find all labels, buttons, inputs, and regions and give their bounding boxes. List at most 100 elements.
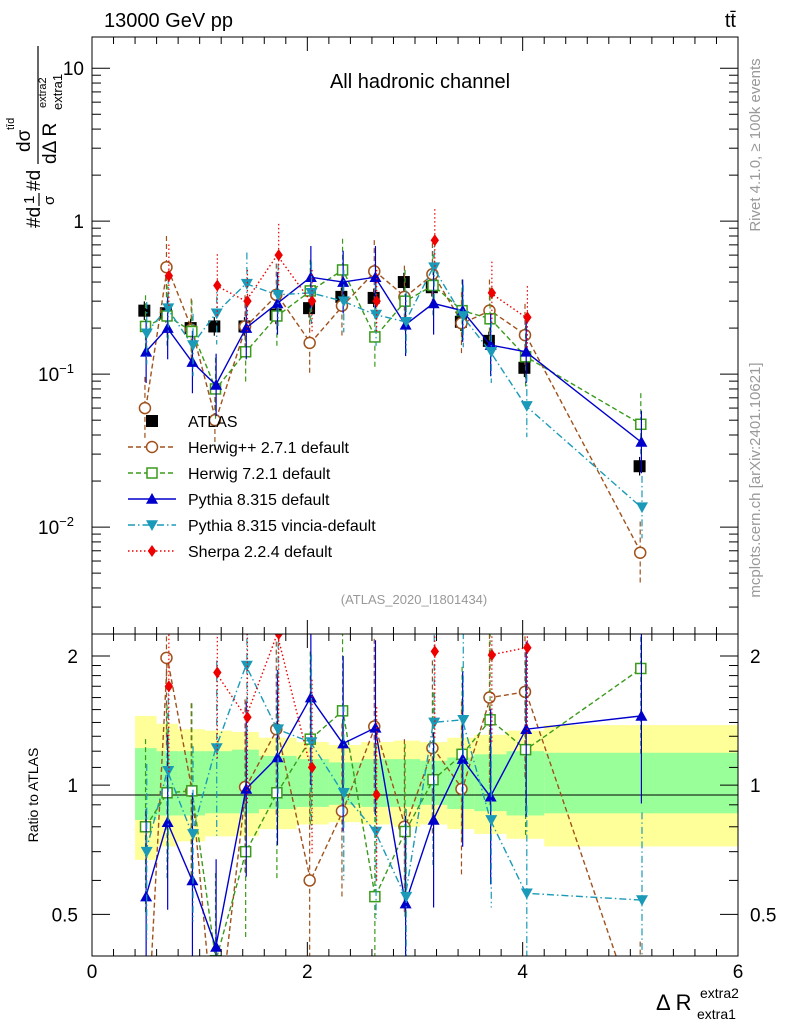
legend-marker bbox=[147, 545, 157, 557]
series-line-sherpa-2-2-4-default bbox=[215, 253, 312, 303]
ratio-point bbox=[303, 874, 316, 887]
x-tick-label: 4 bbox=[517, 962, 528, 983]
svg-text:1: 1 bbox=[21, 196, 38, 204]
ratio-point bbox=[369, 721, 382, 733]
data-point bbox=[518, 328, 532, 342]
legend-label: Herwig 7.2.1 default bbox=[188, 466, 331, 483]
data-point bbox=[187, 340, 200, 352]
data-point bbox=[369, 331, 381, 343]
ratio-point bbox=[213, 666, 222, 679]
data-point bbox=[160, 260, 173, 274]
svg-text:dΔ R: dΔ R bbox=[40, 123, 61, 164]
y-tick-label: 10−2 bbox=[38, 514, 74, 539]
ratio-y-axis-label: Ratio to ATLAS bbox=[25, 748, 41, 843]
ratio-series-pythia-8-315-vincia-default bbox=[140, 634, 648, 956]
ratio-point bbox=[160, 651, 173, 665]
ratio-point bbox=[523, 641, 532, 654]
series-pythia-8-315-vincia-default bbox=[140, 236, 648, 539]
legend-marker bbox=[145, 440, 159, 454]
data-point bbox=[164, 269, 174, 282]
data-point bbox=[162, 303, 175, 315]
legend-label: Pythia 8.315 default bbox=[188, 492, 330, 509]
analysis-tag: (ATLAS_2020_I1801434) bbox=[341, 592, 487, 607]
ratio-point bbox=[369, 890, 381, 903]
svg-text:#d: #d bbox=[24, 170, 45, 191]
data-point bbox=[369, 271, 382, 283]
svg-text:extra2: extra2 bbox=[700, 985, 739, 1001]
legend-marker bbox=[146, 520, 158, 531]
ratio-point bbox=[274, 634, 283, 640]
data-point bbox=[303, 336, 316, 350]
ratio-point bbox=[487, 649, 497, 662]
chart-title: All hadronic channel bbox=[330, 71, 510, 93]
svg-text:dσ: dσ bbox=[14, 129, 35, 152]
svg-text:Δ R: Δ R bbox=[656, 990, 691, 1015]
process-label: tt̄ bbox=[725, 10, 737, 32]
data-point bbox=[305, 288, 318, 299]
data-point bbox=[487, 286, 497, 299]
data-point bbox=[485, 346, 498, 358]
rivet-version-label: Rivet 4.1.0, ≥ 100k events bbox=[747, 58, 764, 231]
data-point bbox=[372, 295, 381, 308]
svg-text:#d: #d bbox=[24, 207, 45, 228]
data-point bbox=[400, 316, 413, 328]
ratio-point bbox=[210, 743, 223, 755]
legend-marker bbox=[146, 415, 158, 427]
data-point bbox=[636, 502, 648, 514]
data-point bbox=[523, 311, 532, 324]
ratio-panel-data bbox=[139, 634, 648, 956]
data-point bbox=[520, 345, 533, 357]
legend-item: Herwig++ 2.7.1 default bbox=[128, 440, 350, 457]
ratio-point bbox=[272, 724, 285, 736]
data-point bbox=[138, 401, 152, 415]
ratio-tick-label: 0.5 bbox=[52, 905, 78, 926]
data-point bbox=[635, 418, 647, 431]
ratio-tick-label: 1 bbox=[67, 776, 78, 797]
x-tick-label: 6 bbox=[733, 962, 744, 983]
legend-marker bbox=[146, 493, 158, 504]
ratio-point bbox=[457, 715, 470, 726]
data-point bbox=[210, 308, 223, 320]
data-point bbox=[240, 322, 253, 333]
band-inner-3 bbox=[205, 751, 232, 814]
ratio-point bbox=[304, 691, 317, 703]
ratio-point bbox=[161, 816, 174, 827]
data-point bbox=[138, 304, 151, 317]
data-point bbox=[161, 322, 174, 333]
legend-item: Sherpa 2.2.4 default bbox=[128, 544, 333, 561]
legend-item: Herwig 7.2.1 default bbox=[128, 466, 331, 483]
main-panel-data bbox=[138, 209, 648, 584]
legend-label: Herwig++ 2.7.1 default bbox=[188, 440, 350, 457]
data-point bbox=[337, 276, 350, 287]
ratio-tick-label-right: 2 bbox=[750, 647, 761, 668]
ratio-uncertainty-bands bbox=[135, 715, 738, 860]
ratio-tick-label-right: 1 bbox=[750, 776, 761, 797]
data-point bbox=[457, 311, 470, 322]
svg-text:extra1: extra1 bbox=[697, 1006, 736, 1022]
ratio-point bbox=[427, 813, 440, 825]
data-point bbox=[633, 460, 646, 473]
ratio-point bbox=[209, 954, 222, 956]
ratio-point bbox=[636, 895, 648, 907]
data-point bbox=[240, 278, 253, 290]
ratio-point bbox=[305, 737, 318, 749]
data-point bbox=[140, 328, 153, 340]
data-point bbox=[428, 262, 441, 274]
series-sherpa-2-2-4-default bbox=[164, 209, 532, 349]
ratio-tick-label-right: 0.5 bbox=[750, 905, 776, 926]
ratio-series-sherpa-2-2-4-default bbox=[164, 634, 532, 883]
legend-item: Pythia 8.315 default bbox=[128, 492, 330, 509]
legend-label: Sherpa 2.2.4 default bbox=[188, 544, 333, 561]
data-point bbox=[210, 378, 223, 390]
ratio-point bbox=[271, 751, 284, 763]
ratio-line-sherpa-2-2-4-default bbox=[490, 647, 527, 656]
ratio-point bbox=[518, 685, 532, 699]
data-point bbox=[272, 290, 285, 301]
legend: ATLAS Herwig++ 2.7.1 default Herwig 7.2.1 … bbox=[128, 414, 376, 561]
legend-item: Pythia 8.315 vincia-default bbox=[128, 518, 376, 535]
data-point bbox=[518, 361, 531, 374]
data-point bbox=[213, 279, 222, 292]
svg-text:tīd: tīd bbox=[5, 118, 17, 130]
data-point bbox=[337, 296, 350, 308]
